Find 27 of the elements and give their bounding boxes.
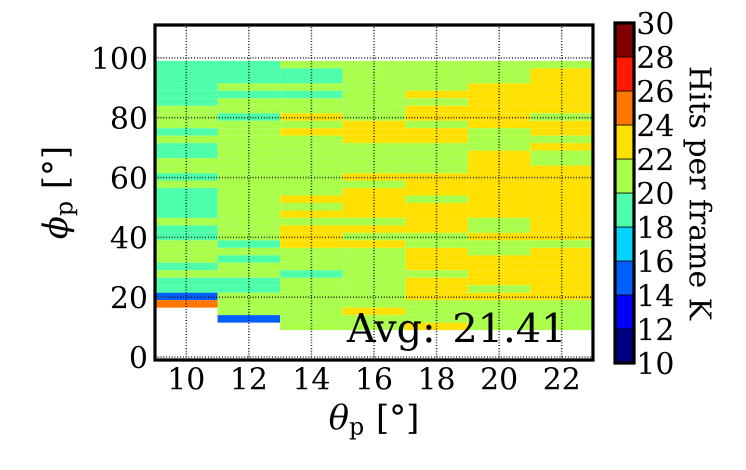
x-tick-label: 10: [170, 367, 204, 390]
color-bar-label: 20: [638, 182, 672, 204]
x-tick-label: 14: [296, 367, 329, 390]
y-tick-label: 40: [110, 226, 146, 249]
color-bar-label: 18: [640, 216, 672, 238]
color-bar-label: 30: [638, 12, 672, 34]
color-bar-label: 16: [640, 250, 673, 272]
color-bar-title: Hits per frame K: [683, 68, 712, 320]
color-bar-label: 10: [640, 352, 672, 374]
y-tick-label: 100: [94, 46, 146, 70]
x-tick-label: 12: [233, 367, 265, 390]
x-axis-title: θ$_{p}$ [°]: [330, 403, 416, 440]
color-bar-label: 28: [638, 46, 672, 68]
x-tick-label: 16: [358, 367, 392, 390]
y-tick-label: 20: [112, 286, 146, 309]
color-bar-label: 14: [640, 284, 673, 306]
y-tick-label: 60: [112, 166, 146, 189]
color-bar-label: 22: [638, 148, 672, 170]
x-tick-label: 20: [482, 367, 516, 390]
color-bar-label: 24: [638, 114, 673, 136]
y-tick-label: 80: [112, 106, 146, 130]
y-tick-label: 0: [130, 346, 146, 368]
y-axis-title: ϕ$_{p}$ [°]: [41, 148, 78, 238]
x-tick-label: 22: [544, 367, 578, 390]
x-tick-label: 18: [421, 367, 454, 390]
color-bar-label: 12: [640, 318, 672, 340]
color-bar-label: 26: [638, 80, 673, 102]
